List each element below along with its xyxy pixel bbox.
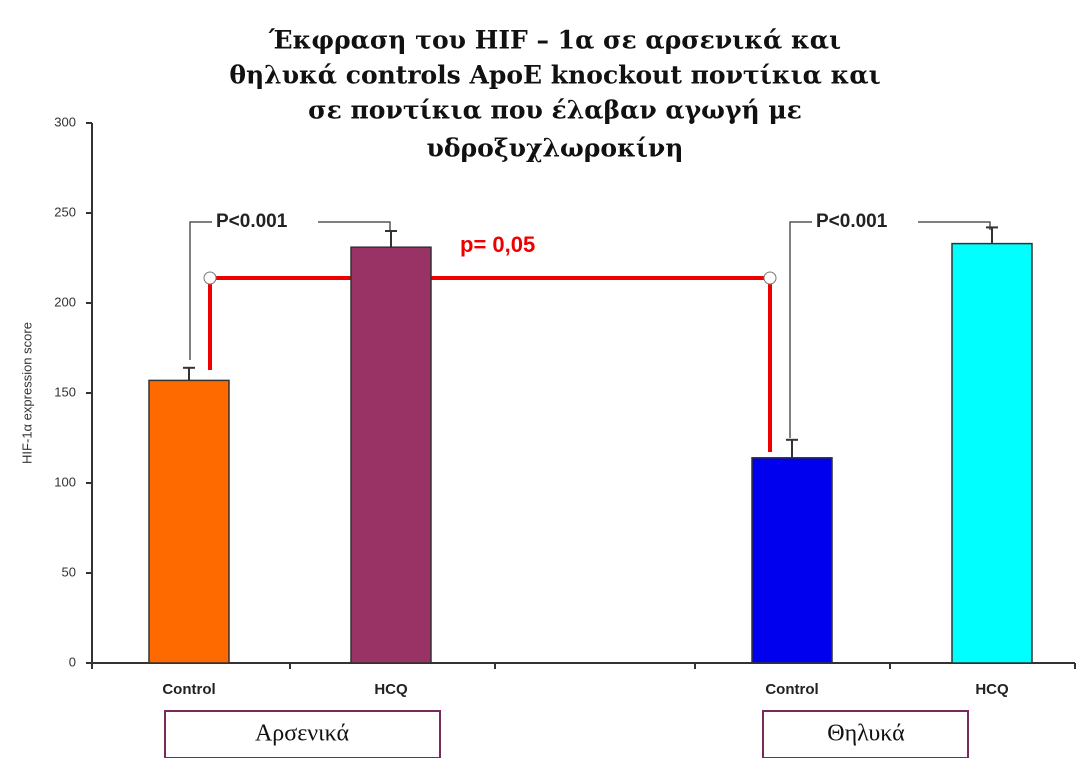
bar (951, 242, 1033, 664)
y-tick-label: 300 (54, 114, 76, 129)
bracket (189, 221, 212, 360)
bar (148, 379, 230, 664)
x-tick-label: HCQ (975, 681, 1009, 698)
bar (751, 457, 833, 664)
x-tick-label: HCQ (374, 681, 408, 698)
y-tick-label: 200 (54, 294, 76, 309)
bracket (208, 276, 772, 452)
x-tick-label: Control (162, 681, 215, 698)
bracket (318, 221, 391, 232)
group-label: Αρσενικά (255, 721, 350, 747)
y-tick-label: 150 (54, 384, 76, 399)
x-tick-label: Control (765, 681, 818, 698)
chart-title: Έκφραση του HIF – 1α σε αρσενικά και (268, 26, 841, 55)
chart-title: υδροξυχλωροκίνη (427, 134, 684, 163)
y-tick-label: 50 (62, 564, 76, 579)
annotation: P<0.001 (216, 211, 288, 232)
y-tick-label: 100 (54, 474, 76, 489)
chart-title: σε ποντίκια που έλαβαν αγωγή με (308, 96, 802, 125)
y-tick-label: 250 (54, 204, 76, 219)
bracket (918, 221, 991, 230)
group-box (762, 710, 969, 758)
annotation: P<0.001 (816, 211, 888, 232)
chart-title: θηλυκά controls ApoE knockout ποντίκια κ… (229, 61, 880, 90)
bracket-end (763, 271, 777, 285)
group-label: Θηλυκά (827, 721, 905, 747)
bracket (789, 221, 812, 438)
y-tick-label: 0 (69, 654, 76, 669)
y-axis-label: HIF-1α expression score (19, 322, 34, 464)
bar (350, 246, 432, 664)
group-box (164, 710, 441, 758)
bracket-end (203, 271, 217, 285)
annotation: p= 0,05 (460, 232, 535, 257)
